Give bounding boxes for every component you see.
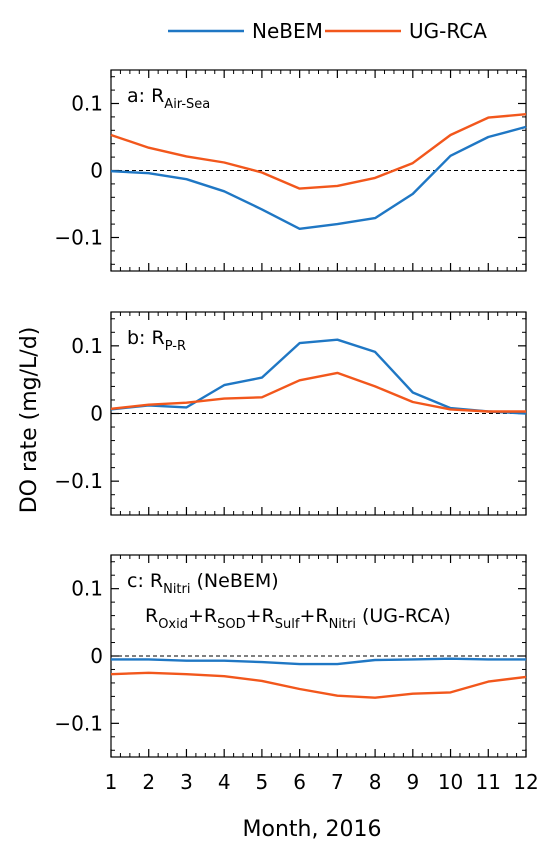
panel-b: −0.1 0 0.1 b: RP-R [54, 311, 527, 516]
panel-label-text: a: R [127, 85, 164, 107]
series-line-ug-rca [110, 371, 526, 413]
legend-label-nebem: NeBEM [252, 19, 323, 43]
panel-label-term: +R [246, 605, 275, 627]
panel-label-subscript: P-R [165, 339, 186, 354]
series-line-nebem [110, 125, 527, 231]
series-line-ug-rca [110, 671, 527, 699]
x-tick-label: 7 [331, 770, 344, 794]
x-tick-label: 1 [105, 770, 118, 794]
x-tick-label: 2 [142, 770, 155, 794]
legend-label-ug-rca: UG-RCA [409, 19, 487, 43]
panel-label-suffix: (NeBEM) [190, 570, 278, 592]
x-tick-label: 5 [256, 770, 269, 794]
panel-label-subscript: Nitri [163, 582, 190, 597]
panels: −0.1 0 0.1 a: RAir-Sea −0.1 0 0.1 b: RP-R −0.1 0 0… [54, 69, 539, 794]
y-tick-label: 0 [90, 159, 103, 183]
x-tick-label: 4 [218, 770, 231, 794]
panel-label: a: RAir-Sea [127, 85, 210, 112]
panel-label-term: +R [299, 605, 328, 627]
y-tick-label: 0.1 [71, 92, 103, 116]
panel-label-subscript: Nitri [329, 617, 356, 632]
y-tick-label: 0 [90, 644, 103, 668]
x-tick-label: 10 [438, 770, 463, 794]
y-axis-title: DO rate (mg/L/d) [17, 327, 42, 514]
panel-label-term: (UG-RCA) [356, 605, 451, 627]
panel-c: −0.100.1 c: RNitri (NeBEM)ROxid+RSOD+RSul… [54, 554, 539, 794]
y-tick-label: −0.1 [54, 469, 103, 493]
x-tick-label: 9 [406, 770, 419, 794]
y-tick-label: 0 [90, 402, 103, 426]
panel-label-subscript: Oxid [158, 617, 188, 632]
x-tick-label: 6 [293, 770, 306, 794]
panel-label-subscript: Air-Sea [164, 97, 210, 112]
panel-label: b: RP-R [127, 327, 186, 354]
panel-a: −0.1 0 0.1 a: RAir-Sea [54, 69, 527, 272]
y-tick-label: −0.1 [54, 711, 103, 735]
x-tick-label: 12 [513, 770, 538, 794]
series-line-ug-rca [110, 113, 527, 190]
x-tick-label: 8 [369, 770, 382, 794]
panel-label-text: b: R [127, 327, 165, 349]
y-tick-label: 0.1 [71, 334, 103, 358]
panel-label: c: RNitri (NeBEM) [127, 570, 279, 597]
panel-label-subscript: Sulf [275, 617, 300, 632]
y-tick-label: 0.1 [71, 577, 103, 601]
panel-label-term: R [145, 605, 158, 627]
x-tick-label: 11 [476, 770, 501, 794]
x-axis-title: Month, 2016 [243, 817, 382, 842]
y-tick-label: −0.1 [54, 226, 103, 250]
series-line-nebem [111, 657, 526, 666]
x-tick-label: 3 [180, 770, 193, 794]
panel-label-subscript: SOD [217, 617, 246, 632]
panel-label-term: +R [188, 605, 217, 627]
panel-label-text: c: R [127, 570, 163, 592]
legend: NeBEM UG-RCA [168, 19, 487, 43]
panel-label-line2: ROxid+RSOD+RSulf+RNitri (UG-RCA) [145, 605, 451, 632]
